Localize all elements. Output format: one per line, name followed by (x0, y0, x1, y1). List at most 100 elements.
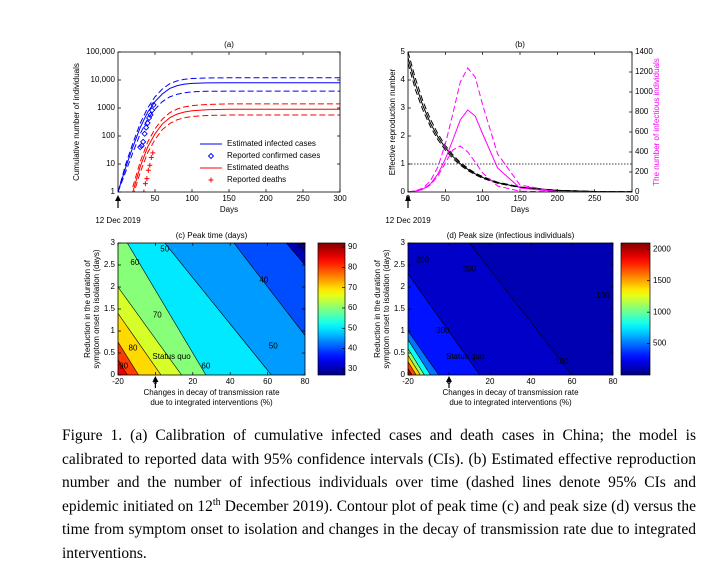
y-tick-label: 1 (111, 187, 116, 196)
y-tick-label: 100,000 (86, 47, 115, 56)
panel: Estimated infected cases Reported confirm… (72, 40, 347, 225)
x-tick-label: 100 (476, 194, 490, 203)
x-tick-label: 200 (551, 194, 565, 203)
x-tick-label: 40 (527, 377, 536, 386)
x-tick-label: 150 (222, 194, 236, 203)
y2-tick-label: 1200 (635, 67, 653, 76)
annotation: 12 Dec 2019 (95, 216, 141, 225)
curve (408, 63, 632, 192)
contour-label: 100 (596, 291, 610, 300)
caption-sup: th (212, 496, 221, 508)
annotation: Status quo (446, 352, 485, 361)
x-axis-label: Days (220, 205, 238, 214)
colorbar-label: 2000 (653, 244, 671, 253)
marker (137, 144, 144, 151)
y-axis-label: symptom onset to isolation (days) (382, 249, 391, 368)
contour-line (164, 243, 272, 375)
x-tick-label: 60 (263, 377, 272, 386)
y2-tick-label: 800 (635, 107, 649, 116)
x-axis-label: due to integrated interventions (%) (449, 398, 572, 407)
caption-text: Figure 1. (a) Calibration of cumulative … (62, 427, 696, 515)
marker (150, 101, 157, 109)
legend-label: Estimated deaths (227, 163, 289, 172)
y-tick-label: 1.5 (104, 304, 116, 313)
x-tick-label: 0 (406, 194, 411, 203)
panel-title: (c) Peak time (days) (176, 231, 248, 240)
x-tick-label: 20 (188, 377, 197, 386)
contour-line (118, 313, 162, 375)
marker (144, 119, 151, 127)
x-tick-label: 200 (259, 194, 273, 203)
annotation: 12 Dec 2019 (385, 216, 431, 225)
x-tick-label: 80 (609, 377, 618, 386)
marker (150, 150, 156, 156)
y-tick-label: 0 (401, 370, 406, 379)
y-tick-label: 0.5 (104, 348, 116, 357)
curve (118, 82, 340, 192)
colorbar-label: 80 (348, 262, 357, 271)
x-tick-label: -20 (402, 377, 414, 386)
colorbar (620, 242, 651, 376)
marker (147, 111, 154, 118)
x-tick-label: 250 (296, 194, 310, 203)
y2-tick-label: 200 (635, 167, 649, 176)
y-tick-label: 1.5 (394, 304, 406, 313)
colorbar-label: 40 (348, 344, 357, 353)
y2-axis-label: The number of infectious individuals (652, 58, 661, 186)
contour-line (118, 341, 139, 375)
marker (147, 162, 153, 168)
curve (408, 67, 632, 192)
y-axis-label: Cumulative number of individuals (72, 63, 81, 181)
contour-line (127, 243, 207, 375)
contour-label: 80 (129, 344, 138, 353)
annotation: Status quo (152, 352, 191, 361)
y-tick-label: 3 (401, 103, 406, 112)
marker (142, 124, 150, 131)
marker (145, 167, 151, 173)
figure: Estimated infected cases Reported confirm… (72, 40, 671, 407)
curve (408, 109, 632, 192)
colorbar-label: 1500 (653, 276, 671, 285)
contour-line (408, 355, 421, 375)
panel-title: (b) (515, 40, 525, 49)
colorbar-label: 1000 (653, 307, 671, 316)
contour-line (118, 286, 182, 375)
y-tick-label: 0.5 (394, 348, 406, 357)
y-tick-label: 2 (111, 282, 116, 291)
legend-label: Estimated infected cases (227, 139, 316, 148)
marker (207, 152, 215, 160)
y-tick-label: 2 (401, 282, 406, 291)
y-tick-label: 10 (106, 159, 115, 168)
plot-area (118, 77, 340, 192)
x-tick-label: -20 (112, 377, 124, 386)
y-axis-label: symptom onset to isolation (days) (92, 249, 101, 368)
y-axis-label: Reduction in the duration of (83, 259, 92, 358)
marker (148, 155, 154, 161)
y-axis-label: Reduction in the duration of (373, 259, 382, 358)
y2-tick-label: 1400 (635, 47, 653, 56)
x-tick-label: 60 (568, 377, 577, 386)
colorbar-label: 50 (348, 323, 357, 332)
plot-area (408, 52, 632, 192)
contour-line (408, 330, 439, 375)
contour-label: 90 (119, 361, 128, 370)
marker (141, 130, 148, 137)
curve (132, 108, 340, 192)
x-axis-label: Changes in decay of transmission rate (143, 388, 280, 397)
contour-line (118, 359, 128, 375)
contour-label: 60 (201, 361, 210, 370)
colorbar-label: 500 (653, 339, 667, 348)
marker (138, 142, 145, 149)
y-tick-label: 3 (401, 238, 406, 247)
x-tick-label: 0 (153, 377, 158, 386)
plot-area: 200 300 200 100 100 (408, 243, 613, 375)
panel-title: (a) (224, 40, 234, 49)
arrow-head (152, 376, 159, 382)
marker (144, 176, 150, 182)
x-tick-label: 250 (588, 194, 602, 203)
y-tick-label: 2.5 (394, 260, 406, 269)
y-tick-label: 1 (111, 326, 116, 335)
colorbar-label: 60 (348, 303, 357, 312)
